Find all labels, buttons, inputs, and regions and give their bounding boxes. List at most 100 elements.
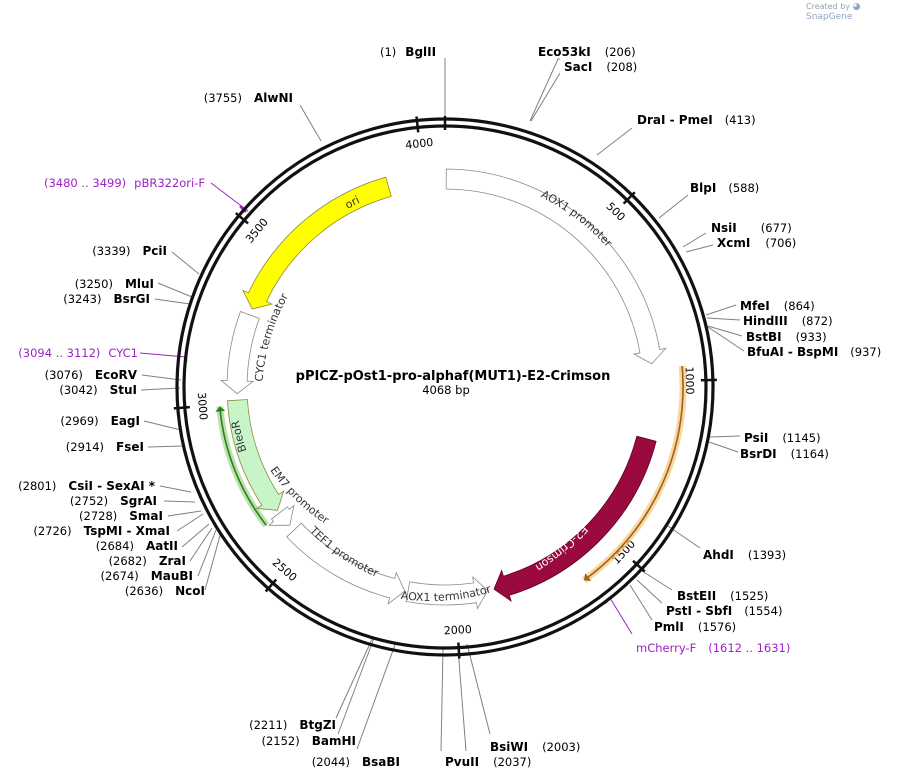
site-name: StuI (110, 383, 137, 397)
svg-text:BsrDI(1164): BsrDI (1164) (740, 447, 829, 461)
snapgene-logo-icon: ◕ (852, 2, 861, 12)
site-pos: (2801) (18, 479, 56, 493)
tick-label: 3500 (243, 216, 271, 246)
tick-mark (457, 642, 461, 659)
tick-label: 2000 (443, 623, 472, 637)
site-pos: (208) (606, 60, 637, 74)
svg-text:BstBI(933): BstBI (933) (746, 330, 827, 344)
site-pos: (1) (380, 45, 396, 59)
site-pos: (1576) (698, 620, 736, 634)
orf-line (583, 366, 684, 581)
svg-text:(2969)EagI: (2969) EagI (60, 414, 140, 428)
site-name: BsrGI (113, 292, 150, 306)
primer-name: CYC1 (108, 346, 138, 360)
site-name: AhdI (703, 548, 734, 562)
site-name: BtgZI (299, 718, 336, 732)
site-name: BstBI (746, 330, 782, 344)
site-name: BsaBI (362, 755, 400, 769)
site-pos: (3339) (92, 244, 130, 258)
svg-text:AhdI(1393): AhdI (1393) (703, 548, 786, 562)
feature-arrow-aox1-promoter (445, 168, 667, 365)
site-name: PstI - SbfI (666, 604, 732, 618)
orf-arrowhead (584, 573, 592, 582)
site-pos: (2682) (109, 554, 147, 568)
site-name: BstEII (677, 589, 716, 603)
tick-mark (632, 559, 646, 573)
site-name: SgrAI (120, 494, 157, 508)
site-pos: (3243) (63, 292, 101, 306)
site-pos: (588) (728, 181, 759, 195)
site-pos: (2728) (79, 509, 117, 523)
svg-text:PvuII(2037): PvuII (2037) (445, 755, 531, 769)
svg-text:(3755)AlwNI: (3755) AlwNI (204, 91, 293, 105)
tick-mark (415, 116, 420, 133)
plasmid-title: pPICZ-pOst1-pro-alphaf(MUT1)-E2-Crimson (296, 369, 611, 384)
site-name: BglII (405, 45, 436, 59)
site-name: TspMI - XmaI (84, 524, 170, 538)
site-name: SmaI (129, 509, 163, 523)
site-pos: (677) (761, 221, 792, 235)
site-name: BamHI (312, 734, 356, 748)
primer-range: (1612 .. 1631) (708, 641, 790, 655)
feature-arrow-e2-crimson (493, 435, 657, 602)
site-pos: (1554) (744, 604, 782, 618)
site-name: AlwNI (254, 91, 293, 105)
svg-text:(2684)AatII: (2684) AatII (96, 539, 178, 553)
site-pos: (2044) (312, 755, 350, 769)
site-name: MluI (125, 277, 154, 291)
orf-arcs (215, 365, 687, 583)
tick-label: 3000 (195, 392, 210, 421)
svg-text:(3243)BsrGI: (3243) BsrGI (63, 292, 150, 306)
svg-text:(2152)BamHI: (2152) BamHI (261, 734, 356, 748)
svg-text:NsiI(677): NsiI (677) (711, 221, 792, 235)
feature-arrow-em7-promoter (267, 504, 295, 526)
svg-text:PsiI(1145): PsiI (1145) (744, 431, 821, 445)
site-name: PsiI (744, 431, 768, 445)
site-name: PvuII (445, 755, 479, 769)
snapgene-credit: Created by ◕ SnapGene (806, 2, 904, 22)
feature-arrow-ori (242, 176, 392, 310)
feature-arrow-tef1-promoter (286, 522, 406, 605)
svg-text:PstI - SbfI(1554): PstI - SbfI (1554) (666, 604, 782, 618)
site-pos: (3042) (59, 383, 97, 397)
site-pos: (3250) (75, 277, 113, 291)
site-name: EcoRV (95, 368, 138, 382)
svg-text:(2682)ZraI: (2682) ZraI (109, 554, 186, 568)
site-pos: (2636) (125, 584, 163, 598)
feature-label-ori: ori (343, 193, 362, 211)
site-name: MauBI (151, 569, 193, 583)
site-pos: (933) (796, 330, 827, 344)
credit-brand: SnapGene (806, 12, 853, 22)
site-pos: (206) (605, 45, 636, 59)
site-name: Eco53kI (538, 45, 591, 59)
site-name: BsiWI (490, 740, 528, 754)
svg-text:XcmI(706): XcmI (706) (717, 236, 796, 250)
svg-text:Eco53kI(206): Eco53kI (206) (538, 45, 636, 59)
site-name: MfeI (740, 299, 770, 313)
svg-text:BsiWI(2003): BsiWI (2003) (490, 740, 580, 754)
site-name: AatII (146, 539, 178, 553)
svg-text:HindIII(872): HindIII (872) (743, 314, 833, 328)
svg-text:(3250)MluI: (3250) MluI (75, 277, 154, 291)
site-name: SacI (564, 60, 592, 74)
svg-text:(3042)StuI: (3042) StuI (59, 383, 137, 397)
site-pos: (2003) (542, 740, 580, 754)
svg-text:(3339)PciI: (3339) PciI (92, 244, 167, 258)
site-pos: (2037) (493, 755, 531, 769)
site-pos: (2674) (101, 569, 139, 583)
site-name: BfuAI - BspMI (747, 345, 838, 359)
svg-text:(2752)SgrAI: (2752) SgrAI (70, 494, 157, 508)
plasmid-size: 4068 bp (422, 383, 470, 397)
svg-text:SacI(208): SacI (208) (564, 60, 637, 74)
site-pos: (864) (784, 299, 815, 313)
svg-text:DraI - PmeI(413): DraI - PmeI (413) (637, 113, 756, 127)
orf-arrowhead (215, 406, 226, 412)
tick-mark (173, 405, 190, 410)
svg-text:(2726)TspMI - XmaI: (2726) TspMI - XmaI (33, 524, 170, 538)
tick-mark (264, 578, 278, 593)
site-name: EagI (111, 414, 140, 428)
site-name: HindIII (743, 314, 788, 328)
site-pos: (872) (802, 314, 833, 328)
site-name: BsrDI (740, 447, 777, 461)
